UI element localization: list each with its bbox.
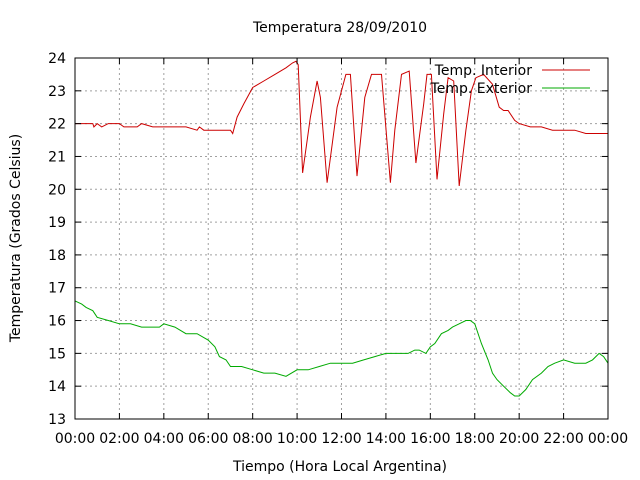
x-tick-label: 00:00 [55, 431, 95, 447]
y-tick-label: 13 [48, 412, 66, 428]
x-tick-label: 06:00 [188, 431, 228, 447]
x-tick-label: 14:00 [366, 431, 406, 447]
x-tick-label: 12:00 [321, 431, 361, 447]
y-tick-label: 22 [48, 117, 66, 133]
legend-label-interior: Temp. Interior [434, 63, 533, 79]
x-tick-label: 02:00 [99, 431, 139, 447]
x-axis-label: Tiempo (Hora Local Argentina) [232, 459, 447, 475]
y-tick-label: 24 [48, 51, 66, 67]
legend: Temp. Interior Temp. Exterior [430, 63, 590, 97]
y-axis-label: Temperatura (Grados Celsius) [8, 134, 24, 343]
series-line-interior [75, 60, 608, 187]
y-tick-label: 15 [48, 346, 66, 362]
y-tick-label: 19 [48, 215, 66, 231]
y-tick-label: 14 [48, 379, 66, 395]
y-tick-label: 16 [48, 314, 66, 330]
x-tick-label: 10:00 [277, 431, 317, 447]
x-tick-label: 18:00 [455, 431, 495, 447]
grid [75, 58, 608, 419]
x-tick-label: 22:00 [543, 431, 583, 447]
y-tick-label: 20 [48, 182, 66, 198]
y-tick-label: 17 [48, 281, 66, 297]
series-lines [74, 60, 609, 397]
x-tick-label: 20:00 [499, 431, 539, 447]
x-tick-label: 16:00 [410, 431, 450, 447]
series-line-exterior [74, 300, 609, 397]
x-tick-label: 08:00 [232, 431, 272, 447]
legend-label-exterior: Temp. Exterior [430, 81, 533, 97]
chart-title: Temperatura 28/09/2010 [252, 20, 427, 36]
x-tick-label: 04:00 [144, 431, 184, 447]
x-tick-label: 00:00 [588, 431, 628, 447]
y-tick-label: 18 [48, 248, 66, 264]
y-tick-label: 21 [48, 149, 66, 165]
y-tick-label: 23 [48, 84, 66, 100]
